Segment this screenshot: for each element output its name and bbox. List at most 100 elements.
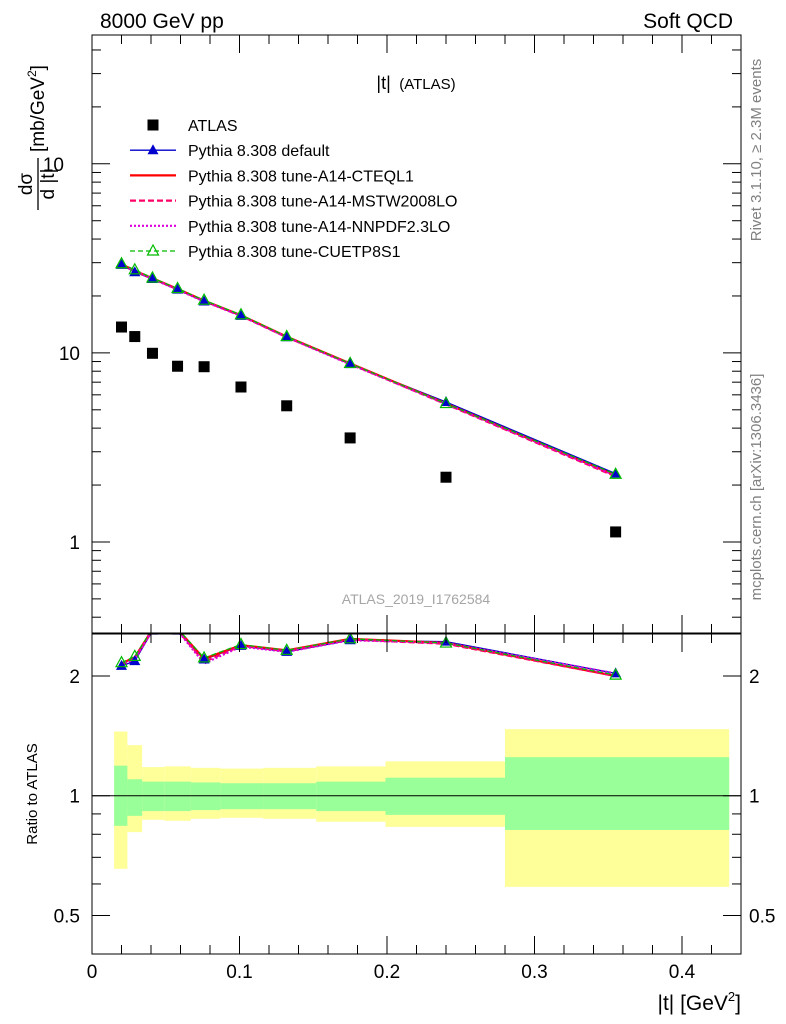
y-label-unit-sup: 2 [25,70,39,77]
main-y-tick-label-100-base: 10 [43,155,64,176]
data-point-default-0 [116,258,127,269]
data-point-atlas-1 [129,331,141,343]
header-right: Soft QCD [643,10,733,33]
ratio-plot-area [92,729,741,887]
ratio-point-default-6 [281,645,293,656]
x-tick-label-2: 0.2 [374,962,400,983]
mcplots-label: mcplots.cern.ch [arXiv:1306.3436] [748,374,765,601]
ratio-point-default-7 [344,634,356,645]
x-tick-label-4: 0.4 [669,962,696,983]
main-y-tick-label-1: 10 [59,344,80,365]
header-left: 8000 GeV pp [100,10,224,33]
x-label-sup: 2 [728,989,735,1004]
main-ticks: 110102 [43,35,742,633]
stat-uncertainty-band-3 [164,781,191,812]
ratio-series-group [114,623,623,680]
data-point-cuetp8s1-4 [197,292,211,305]
ratio-point-cuetp8s1-9 [609,667,623,680]
legend-label-5: Pythia 8.308 tune-CUETP8S1 [188,244,401,261]
ratio-point-default-5 [235,639,247,650]
ratio-point-cuetp8s1-5 [234,637,248,650]
data-point-atlas-8 [440,471,452,483]
x-tick-label-1: 0.1 [226,962,252,983]
data-point-atlas-6 [281,400,293,412]
legend-label-3: Pythia 8.308 tune-A14-MSTW2008LO [188,194,457,211]
data-point-cuetp8s1-0 [114,256,129,269]
data-point-atlas-9 [610,526,622,538]
data-point-cuetp8s1-2 [145,270,159,283]
legend-marker-0 [147,119,159,131]
plot-title-paren: (ATLAS) [399,76,455,93]
y-label-unit-base: [mb/GeV [28,77,49,152]
ratio-point-cuetp8s1-1 [128,649,142,661]
data-point-atlas-3 [172,360,184,372]
legend-label-0: ATLAS [188,118,238,135]
y-label-den: d |t| [38,169,59,200]
data-point-atlas-4 [198,361,210,373]
data-point-default-2 [146,272,158,283]
ratio-point-cuetp8s1-6 [280,643,294,655]
main-y-tick-label-100: 10 [43,155,64,176]
ratio-line-3 [121,634,616,675]
series-line-4 [121,263,617,477]
legend-marker-1 [147,144,159,155]
plot-title-main: |t| [376,73,390,93]
x-axis-label: |t| [GeV2] [657,989,741,1015]
stat-uncertainty-band-4 [190,782,221,811]
data-point-atlas-0 [116,321,127,333]
stat-uncertainty-band-7 [316,781,386,812]
data-point-atlas-5 [235,381,247,393]
ratio-point-cuetp8s1-2 [147,623,158,633]
legend-label-4: Pythia 8.308 tune-A14-NNPDF2.3LO [188,219,450,236]
legend: ATLAS Pythia 8.308 default Pythia 8.308 tu… [130,118,457,261]
ratio-y-tick-label-right-1: 1 [749,787,760,808]
data-point-default-9 [610,467,622,478]
stat-uncertainty-band-9 [505,757,730,830]
data-point-cuetp8s1-6 [280,329,294,342]
data-point-cuetp8s1-3 [171,281,185,294]
y-label-unit: [mb/GeV2] [25,65,49,152]
stat-uncertainty-band-2 [142,781,165,812]
data-point-cuetp8s1-7 [343,356,357,368]
data-point-cuetp8s1-8 [439,396,453,409]
ratio-point-cuetp8s1-4 [197,650,211,663]
y-label-num: dσ [16,173,37,196]
main-y-tick-label-0: 1 [69,533,80,554]
main-markers-group [114,256,623,538]
ratio-point-cuetp8s1-7 [343,634,357,644]
ratio-point-cuetp8s1-8 [439,635,453,648]
series-line-5 [121,263,616,475]
data-point-default-7 [344,358,356,369]
main-series-group [121,263,617,478]
data-point-default-3 [172,283,184,294]
ratio-y-tick-label-2: 2 [69,667,80,688]
legend-label-2: Pythia 8.308 tune-A14-CTEQL1 [188,168,414,185]
plot-title: |t| (ATLAS) [376,73,455,93]
ratio-y-tick-label-1: 1 [69,787,80,808]
analysis-id: ATLAS_2019_I1762584 [342,591,491,607]
data-point-default-4 [198,295,210,306]
x-tick-label-3: 0.3 [521,962,547,983]
ratio-point-cuetp8s1-0 [114,655,129,668]
stat-uncertainty-band-1 [127,779,143,816]
ratio-line-4 [121,634,616,676]
x-label-close: ] [735,992,741,1015]
ratio-line-2 [121,634,616,678]
data-point-cuetp8s1-9 [609,467,623,479]
data-point-default-6 [281,331,293,342]
legend-label-1: Pythia 8.308 default [188,143,330,160]
x-tick-label-0: 0 [87,962,98,983]
y-axis-label: dσ d |t| [mb/GeV2] [16,65,59,210]
ratio-y-label: Ratio to ATLAS [24,743,41,844]
legend-marker-5 [146,243,160,256]
data-point-atlas-2 [146,347,158,359]
ratio-y-tick-label-0: 0.5 [54,906,80,927]
ratio-y-tick-label-right-0: 0.5 [749,906,775,927]
y-label-unit-close: ] [28,65,49,70]
ratio-point-default-4 [198,653,210,664]
ratio-point-cuetp8s1-3 [172,623,183,633]
data-point-default-5 [235,309,247,320]
x-label-base: |t| [GeV [657,992,727,1015]
